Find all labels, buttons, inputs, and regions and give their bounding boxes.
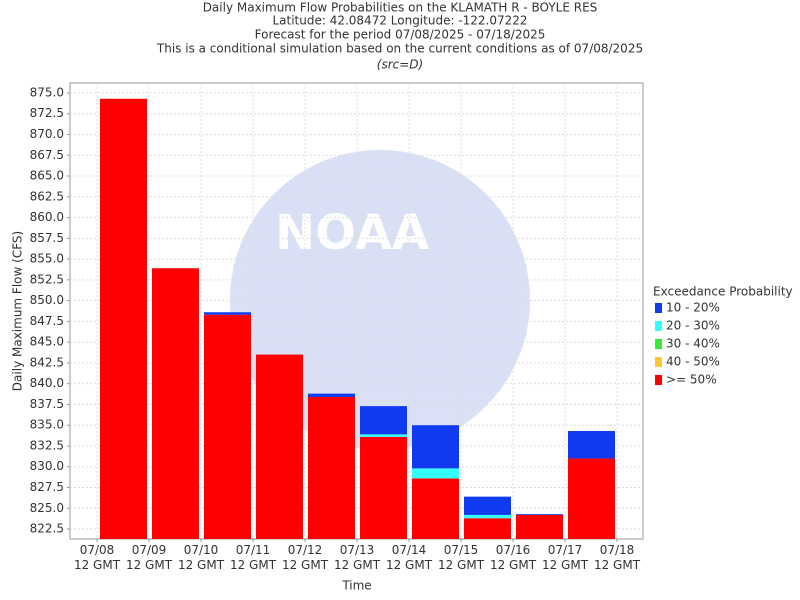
x-tick-label: 07/08 12 GMT [73,543,121,572]
bar-segment [464,518,511,539]
legend-label: 10 - 20% [666,301,720,315]
y-tick-label: 850.0 [30,293,64,307]
bar-segment [256,354,303,539]
x-axis-label: Time [341,579,371,593]
legend-title: Exceedance Probability [653,285,793,299]
bar-segment [412,425,459,469]
legend-swatch [655,321,662,331]
watermark-text: NOAA [275,205,429,261]
x-tick-label: 07/14 12 GMT [385,543,433,572]
x-tick-label: 07/13 12 GMT [333,543,381,572]
source-note: (src=D) [377,58,423,72]
bar-segment [308,396,355,539]
bar-segment [464,496,511,515]
y-tick-label: 835.0 [30,418,64,432]
x-tick-label: 07/12 12 GMT [281,543,329,572]
y-tick-label: 860.0 [30,210,64,224]
y-tick-label: 825.0 [30,501,64,515]
y-tick-label: 847.5 [30,314,64,328]
legend-label: 20 - 30% [666,319,720,333]
y-tick-label: 845.0 [30,335,64,349]
y-tick-label: 875.0 [30,85,64,99]
y-tick-label: 840.0 [30,376,64,390]
y-tick-label: 855.0 [30,252,64,266]
x-tick-label: 07/15 12 GMT [437,543,485,572]
legend-swatch [655,375,662,385]
y-tick-label: 832.5 [30,438,64,452]
x-tick-label: 07/11 12 GMT [229,543,277,572]
bar-segment [516,514,563,515]
y-tick-label: 870.0 [30,127,64,141]
bar-segment [204,314,251,539]
bar-segment [308,393,355,397]
y-tick-label: 827.5 [30,480,64,494]
bar-segment [568,431,615,459]
y-tick-label: 837.5 [30,397,64,411]
chart-title: Daily Maximum Flow Probabilities on the … [203,1,598,15]
legend-label: 40 - 50% [666,355,720,369]
x-tick-label: 07/17 12 GMT [541,543,589,572]
x-tick-label: 07/18 12 GMT [593,543,641,572]
bar-segment [412,478,459,539]
y-tick-label: 865.0 [30,169,64,183]
y-tick-label: 862.5 [30,189,64,203]
x-tick-label: 07/10 12 GMT [177,543,225,572]
y-tick-label: 822.5 [30,522,64,536]
subtitle: Latitude: 42.08472 Longitude: -122.07222 [272,14,527,28]
legend-label: 30 - 40% [666,337,720,351]
bar-segment [360,434,407,437]
y-tick-label: 867.5 [30,148,64,162]
y-tick-label: 842.5 [30,355,64,369]
bar-segment [152,268,199,539]
x-tick-label: 07/09 12 GMT [125,543,173,572]
bar-segment [360,406,407,435]
legend-swatch [655,357,662,367]
y-tick-label: 857.5 [30,231,64,245]
y-tick-label: 830.0 [30,459,64,473]
legend-swatch [655,303,662,313]
bar-segment [568,458,615,539]
y-tick-label: 872.5 [30,106,64,120]
bar-segment [360,436,407,539]
x-tick-label: 07/16 12 GMT [489,543,537,572]
legend-label: >= 50% [666,373,717,387]
y-axis-label: Daily Maximum Flow (CFS) [11,231,25,391]
bar-segment [516,514,563,539]
y-tick-label: 852.5 [30,272,64,286]
subtitle: Forecast for the period 07/08/2025 - 07/… [255,28,546,42]
bar-segment [204,312,251,315]
legend-swatch [655,339,662,349]
subtitle: This is a conditional simulation based o… [156,42,643,56]
bar-segment [464,514,511,519]
bar-segment [100,98,147,539]
bar-segment [412,468,459,479]
